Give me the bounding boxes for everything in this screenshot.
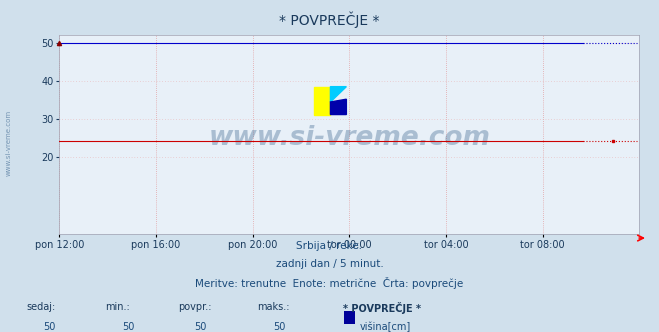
Text: 50: 50 (43, 322, 55, 332)
Text: povpr.:: povpr.: (178, 302, 212, 312)
Text: Srbija / reke.: Srbija / reke. (297, 241, 362, 251)
Text: www.si-vreme.com: www.si-vreme.com (5, 110, 11, 176)
Text: zadnji dan / 5 minut.: zadnji dan / 5 minut. (275, 259, 384, 269)
Text: 50: 50 (273, 322, 286, 332)
Polygon shape (330, 87, 347, 102)
Text: višina[cm]: višina[cm] (360, 322, 411, 332)
Text: 50: 50 (194, 322, 207, 332)
Text: * POVPREČJE *: * POVPREČJE * (343, 302, 420, 314)
Text: min.:: min.: (105, 302, 130, 312)
Bar (314, 87, 330, 115)
Polygon shape (330, 99, 347, 115)
Text: www.si-vreme.com: www.si-vreme.com (208, 125, 490, 151)
Text: * POVPREČJE *: * POVPREČJE * (279, 12, 380, 28)
Text: sedaj:: sedaj: (26, 302, 55, 312)
Text: 50: 50 (122, 322, 134, 332)
Text: Meritve: trenutne  Enote: metrične  Črta: povprečje: Meritve: trenutne Enote: metrične Črta: … (195, 277, 464, 289)
Text: maks.:: maks.: (257, 302, 289, 312)
